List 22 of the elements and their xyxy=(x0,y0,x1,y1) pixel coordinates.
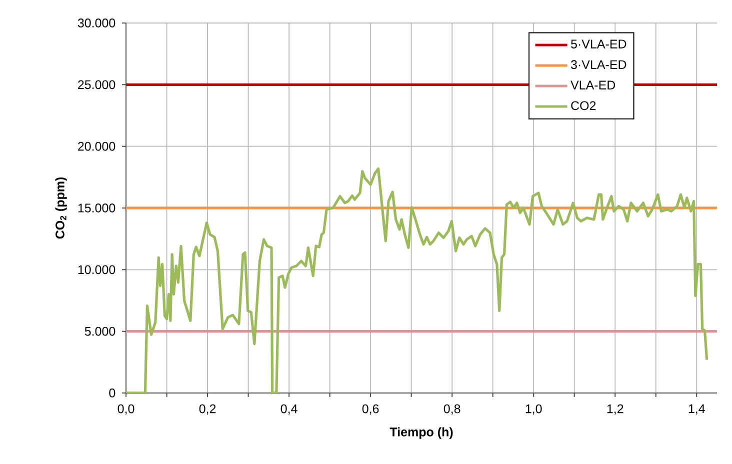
x-tick-label: 0,0 xyxy=(118,404,134,415)
x-tick-label: 0,8 xyxy=(444,404,460,415)
y-tick-label: 5.000 xyxy=(84,326,116,336)
legend-label: 5·VLA-ED xyxy=(571,40,626,48)
x-tick-label: 0,4 xyxy=(280,404,298,415)
y-axis-title: CO$_{2}$ (ppm) xyxy=(55,177,67,239)
x-tick-label: 1,4 xyxy=(688,404,705,415)
legend-label: VLA-ED xyxy=(570,80,616,90)
legend-label: 3·VLA-ED xyxy=(570,60,626,70)
legend-label: CO2 xyxy=(571,101,596,110)
x-tick-label: 1,2 xyxy=(607,404,624,415)
y-tick-label: 20.000 xyxy=(78,142,116,151)
x-tick-label: 0,2 xyxy=(199,404,216,415)
x-tick-label: 0,6 xyxy=(362,404,379,415)
y-tick-label: 10.000 xyxy=(78,265,116,274)
y-tick-label: 15.000 xyxy=(78,204,116,212)
x-axis-title: Tiempo (h) xyxy=(390,427,453,439)
x-tick-label: 1,0 xyxy=(526,404,542,415)
y-tick-label: 25.000 xyxy=(78,80,116,90)
line-series xyxy=(126,167,708,393)
y-tick-label: 0 xyxy=(109,388,116,398)
y-tick-label: 30.000 xyxy=(78,18,116,28)
